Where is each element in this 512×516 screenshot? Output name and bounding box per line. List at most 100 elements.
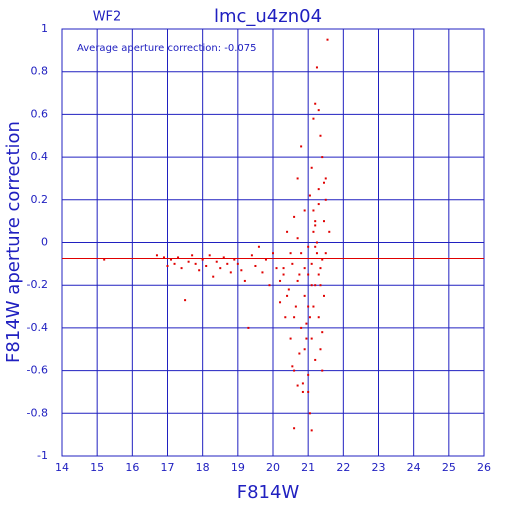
point bbox=[293, 316, 296, 319]
point bbox=[187, 260, 190, 263]
x-tick-label: 16 bbox=[125, 461, 139, 474]
point bbox=[310, 284, 313, 287]
point bbox=[291, 262, 294, 265]
point bbox=[293, 215, 296, 218]
point bbox=[303, 294, 306, 297]
y-tick-label: 1 bbox=[41, 22, 48, 35]
y-tick-label: 0 bbox=[41, 236, 48, 249]
point bbox=[257, 245, 260, 248]
x-axis-label: F814W bbox=[237, 482, 300, 503]
point bbox=[208, 254, 211, 257]
point bbox=[287, 288, 290, 291]
point bbox=[321, 369, 324, 372]
point bbox=[286, 230, 289, 233]
point bbox=[222, 256, 225, 259]
point bbox=[226, 262, 229, 265]
point bbox=[317, 316, 320, 319]
point bbox=[254, 264, 257, 267]
point bbox=[296, 237, 299, 240]
point bbox=[103, 258, 106, 261]
x-tick-label: 22 bbox=[336, 461, 350, 474]
point bbox=[298, 273, 301, 276]
point bbox=[308, 316, 311, 319]
point bbox=[322, 294, 325, 297]
point bbox=[328, 230, 331, 233]
point bbox=[307, 273, 310, 276]
point bbox=[264, 258, 267, 261]
point bbox=[247, 326, 250, 329]
point bbox=[314, 284, 317, 287]
y-tick-label: 0.2 bbox=[31, 193, 49, 206]
x-tick-label: 15 bbox=[90, 461, 104, 474]
point bbox=[310, 262, 313, 265]
point bbox=[289, 252, 292, 255]
point bbox=[321, 258, 324, 261]
point bbox=[155, 254, 158, 257]
point bbox=[312, 209, 315, 212]
point bbox=[305, 337, 308, 340]
point bbox=[301, 390, 304, 393]
point bbox=[305, 322, 308, 325]
point bbox=[205, 264, 208, 267]
point bbox=[215, 260, 218, 263]
x-tick-label: 20 bbox=[266, 461, 280, 474]
point bbox=[291, 365, 294, 368]
point bbox=[162, 256, 165, 259]
point bbox=[180, 267, 183, 270]
point bbox=[293, 427, 296, 430]
point bbox=[289, 337, 292, 340]
point bbox=[282, 267, 285, 270]
x-tick-label: 21 bbox=[301, 461, 315, 474]
point bbox=[250, 254, 253, 257]
point bbox=[293, 369, 296, 372]
point bbox=[184, 299, 187, 302]
x-tick-label: 25 bbox=[442, 461, 456, 474]
point bbox=[319, 134, 322, 137]
point bbox=[310, 337, 313, 340]
point bbox=[294, 305, 297, 308]
point bbox=[261, 271, 264, 274]
point bbox=[324, 252, 327, 255]
point bbox=[307, 305, 310, 308]
point bbox=[317, 188, 320, 191]
x-tick-label: 14 bbox=[55, 461, 69, 474]
point bbox=[308, 194, 311, 197]
point bbox=[229, 271, 232, 274]
y-tick-label: -1 bbox=[37, 449, 48, 462]
point bbox=[314, 358, 317, 361]
point bbox=[173, 262, 176, 265]
point bbox=[312, 305, 315, 308]
point bbox=[300, 326, 303, 329]
point bbox=[322, 220, 325, 223]
point bbox=[243, 279, 246, 282]
point bbox=[307, 373, 310, 376]
point bbox=[319, 348, 322, 351]
point bbox=[272, 252, 274, 255]
point bbox=[236, 262, 239, 265]
point bbox=[315, 66, 318, 69]
x-tick-label: 26 bbox=[477, 461, 491, 474]
point bbox=[300, 252, 303, 255]
point bbox=[296, 177, 299, 180]
point bbox=[315, 241, 318, 244]
point bbox=[310, 429, 313, 432]
y-tick-label: -0.6 bbox=[27, 364, 48, 377]
point bbox=[233, 258, 236, 261]
point bbox=[268, 284, 271, 287]
point bbox=[308, 412, 311, 415]
point bbox=[303, 348, 306, 351]
point bbox=[303, 267, 306, 270]
y-axis-label: F814W aperture correction bbox=[3, 121, 24, 363]
point bbox=[282, 273, 285, 276]
point bbox=[279, 279, 282, 282]
point bbox=[317, 109, 320, 112]
y-tick-label: -0.4 bbox=[27, 321, 48, 334]
x-tick-label: 24 bbox=[407, 461, 421, 474]
point bbox=[310, 166, 313, 169]
point bbox=[298, 352, 301, 355]
point bbox=[314, 224, 317, 227]
point bbox=[296, 384, 299, 387]
subtitle: WF2 bbox=[93, 10, 122, 25]
y-tick-label: -0.2 bbox=[27, 278, 48, 291]
